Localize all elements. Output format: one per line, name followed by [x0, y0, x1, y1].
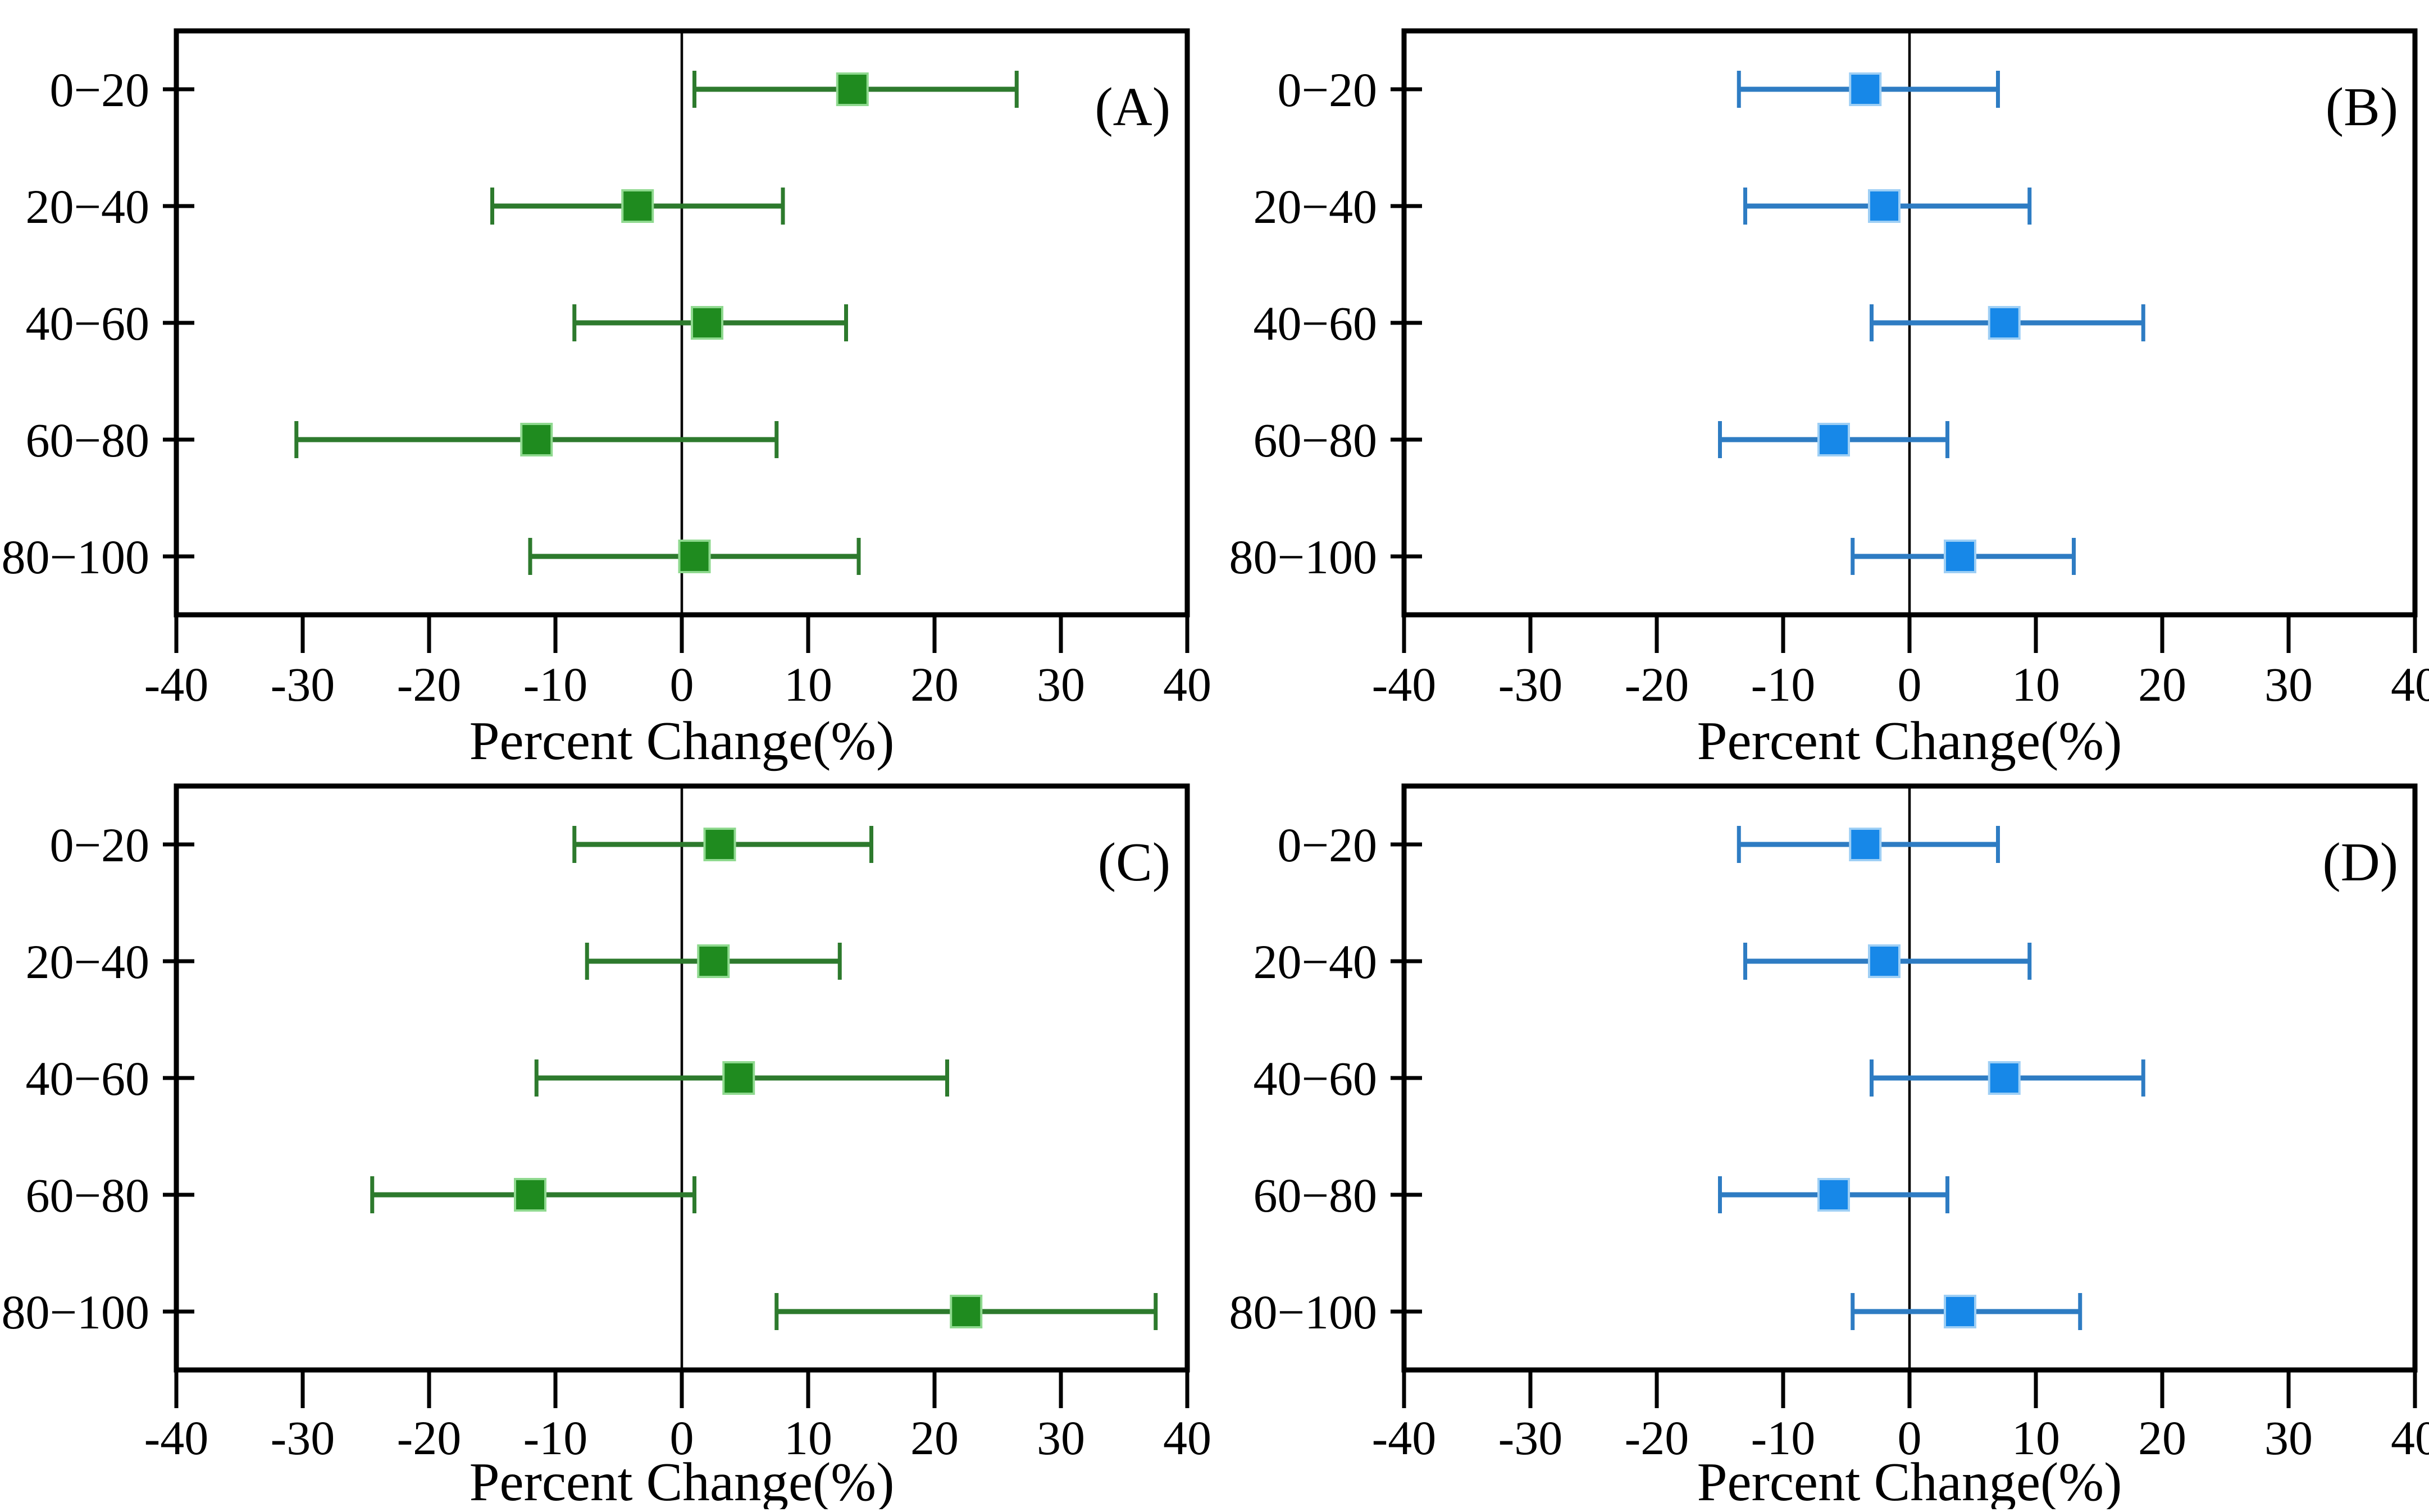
panel-a: -40 -30 -20 -10 0 10 20 30 40 Percent Change(%) 0−…: [1, 28, 1211, 771]
y-category-label: 20−40: [1253, 180, 1377, 234]
x-tick-label: 30: [2264, 657, 2313, 711]
data-point-marker: [1817, 423, 1850, 456]
x-tick-label: -20: [1625, 657, 1689, 711]
y-category-label: 80−100: [1, 530, 149, 584]
x-tick-label: 20: [910, 1411, 959, 1465]
data-point-marker: [1868, 944, 1901, 978]
data-point-marker: [1817, 1178, 1850, 1212]
data-point-marker: [697, 944, 730, 978]
data-point-marker: [836, 72, 869, 106]
panel-d: -40 -30 -20 -10 0 10 20 30 40 Percent Change(%) 0−…: [1229, 783, 2429, 1512]
x-axis-title: Percent Change(%): [470, 1452, 895, 1509]
x-tick-label: 10: [784, 1411, 832, 1465]
plot-border: [1401, 28, 2418, 618]
data-point-marker: [514, 1178, 546, 1212]
data-point-marker: [1988, 1061, 2021, 1095]
y-category-label: 60−80: [1253, 413, 1377, 467]
x-tick-label: -20: [397, 657, 462, 711]
y-category-label: 40−60: [25, 1052, 149, 1106]
x-tick-label: 30: [1037, 657, 1085, 711]
plot-border: [174, 783, 1190, 1373]
x-tick-label: 40: [2391, 657, 2429, 711]
x-axis-title: Percent Change(%): [1697, 711, 2122, 771]
x-tick-label: -20: [397, 1411, 462, 1465]
y-category-label: 40−60: [1253, 1052, 1377, 1106]
plot-border: [1401, 783, 2418, 1373]
y-category-label: 60−80: [25, 1168, 149, 1222]
data-point-marker: [703, 828, 736, 861]
y-category-label: 0−20: [1277, 818, 1377, 872]
x-tick-label: -10: [1751, 1411, 1816, 1465]
data-point-marker: [691, 306, 723, 340]
x-tick-label: 20: [2138, 1411, 2186, 1465]
x-axis-title: Percent Change(%): [1697, 1452, 2122, 1509]
x-tick-label: 0: [1898, 1411, 1922, 1465]
x-tick-label: -10: [1751, 657, 1816, 711]
x-axis-title: Percent Change(%): [470, 711, 895, 771]
x-tick-label: 0: [1898, 657, 1922, 711]
y-category-label: 80−100: [1229, 1285, 1377, 1339]
y-category-label: 20−40: [25, 935, 149, 989]
y-category-label: 40−60: [25, 296, 149, 350]
x-tick-label: 10: [2012, 1411, 2060, 1465]
x-tick-label: 20: [910, 657, 959, 711]
x-tick-label: -40: [1372, 657, 1437, 711]
x-tick-label: -30: [271, 1411, 335, 1465]
x-tick-label: -30: [1498, 1411, 1563, 1465]
x-tick-label: -40: [144, 657, 209, 711]
x-tick-label: -30: [271, 657, 335, 711]
x-tick-label: 40: [2391, 1411, 2429, 1465]
x-tick-label: -30: [1498, 657, 1563, 711]
x-tick-label: 10: [2012, 657, 2060, 711]
x-tick-label: -40: [1372, 1411, 1437, 1465]
data-point-marker: [621, 189, 654, 223]
x-tick-label: -20: [1625, 1411, 1689, 1465]
data-point-marker: [1849, 828, 1882, 861]
data-point-marker: [950, 1295, 983, 1328]
panel-letter: (C): [1098, 832, 1170, 892]
y-category-label: 40−60: [1253, 296, 1377, 350]
x-tick-label: 30: [2264, 1411, 2313, 1465]
x-tick-label: 0: [670, 1411, 694, 1465]
panel-c: -40 -30 -20 -10 0 10 20 30 40 Percent Change(%) 0−…: [1, 783, 1211, 1512]
y-category-label: 0−20: [49, 818, 149, 872]
x-tick-label: 40: [1163, 1411, 1211, 1465]
x-tick-label: -40: [144, 1411, 209, 1465]
x-tick-label: 0: [670, 657, 694, 711]
y-category-label: 60−80: [1253, 1168, 1377, 1222]
x-tick-label: 10: [784, 657, 832, 711]
x-tick-label: -10: [523, 657, 588, 711]
panel-letter: (B): [2326, 77, 2398, 137]
data-point-marker: [520, 423, 553, 456]
data-point-marker: [722, 1061, 755, 1095]
x-tick-label: 30: [1037, 1411, 1085, 1465]
panel-b: -40 -30 -20 -10 0 10 20 30 40 Percent Change(%) 0−…: [1229, 28, 2429, 771]
y-category-label: 0−20: [49, 63, 149, 117]
x-tick-label: 20: [2138, 657, 2186, 711]
data-point-marker: [678, 540, 711, 573]
plot-border: [174, 28, 1190, 618]
panel-letter: (D): [2322, 832, 2398, 892]
x-tick-label: -10: [523, 1411, 588, 1465]
data-point-marker: [1944, 1295, 1976, 1328]
data-point-marker: [1944, 540, 1976, 573]
data-point-marker: [1988, 306, 2021, 340]
data-point-marker: [1849, 72, 1882, 106]
y-category-label: 20−40: [1253, 935, 1377, 989]
y-category-label: 80−100: [1229, 530, 1377, 584]
x-tick-label: 40: [1163, 657, 1211, 711]
y-category-label: 0−20: [1277, 63, 1377, 117]
data-point-marker: [1868, 189, 1901, 223]
panel-letter: (A): [1095, 77, 1170, 137]
y-category-label: 20−40: [25, 180, 149, 234]
y-category-label: 80−100: [1, 1285, 149, 1339]
y-category-label: 60−80: [25, 413, 149, 467]
